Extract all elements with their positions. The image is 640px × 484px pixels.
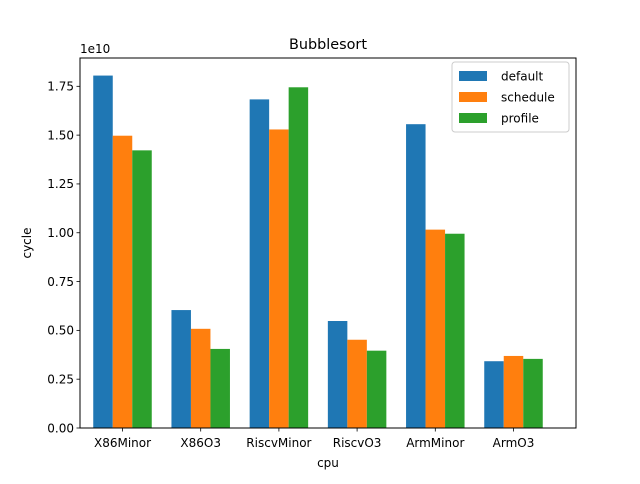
y-tick-label: 0.25 (47, 372, 74, 386)
y-tick-label: 1.50 (47, 128, 74, 142)
bar-schedule-X86O3 (190, 328, 211, 428)
legend-label-profile: profile (501, 112, 539, 126)
y-tick-label: 0.50 (47, 324, 74, 338)
bar-default-RiscvO3 (327, 321, 348, 428)
bar-schedule-RiscvMinor (269, 129, 289, 428)
legend: default schedule profile (451, 61, 570, 133)
bar-schedule-ArmMinor (425, 229, 446, 428)
plot-frame (79, 57, 577, 429)
y-axis-offset-text: 1e10 (80, 42, 110, 56)
legend-swatch-default (459, 71, 487, 81)
x-tick-label: RiscvMinor (246, 436, 311, 450)
chart-title: Bubblesort (289, 37, 367, 53)
bar-schedule-X86Minor (112, 135, 133, 428)
x-tick-label: RiscvO3 (333, 436, 382, 450)
bar-profile-RiscvMinor (288, 87, 309, 428)
bar-default-X86Minor (93, 75, 113, 428)
bar-profile-X86Minor (132, 150, 152, 428)
bar-profile-ArmO3 (523, 358, 543, 428)
legend-label-schedule: schedule (501, 91, 555, 105)
y-tick-label: 1.00 (47, 226, 74, 240)
legend-label-default: default (501, 70, 544, 84)
x-tick-label: ArmO3 (493, 436, 535, 450)
x-ticks-group: X86Minor X86O3 RiscvMinor RiscvO3 ArmMinor Ar… (94, 428, 534, 450)
bar-default-RiscvMinor (249, 99, 270, 428)
bar-profile-X86O3 (210, 348, 230, 428)
bar-schedule-RiscvO3 (347, 339, 367, 428)
x-tick-label: ArmMinor (406, 436, 464, 450)
x-axis-label: cpu (317, 456, 339, 470)
y-tick-label: 0.75 (47, 275, 74, 289)
y-tick-label: 0.00 (47, 421, 74, 435)
legend-swatch-schedule (459, 92, 487, 102)
bar-schedule-ArmO3 (503, 355, 524, 428)
y-tick-label: 1.75 (47, 80, 74, 94)
bar-default-X86O3 (171, 310, 191, 428)
x-tick-label: X86O3 (180, 436, 221, 450)
bars-group (93, 75, 543, 428)
bar-default-ArmMinor (406, 124, 426, 428)
y-ticks-group: 0.00 0.25 0.50 0.75 1.00 1.25 1.50 1.75 (47, 80, 80, 435)
y-axis-label: cycle (20, 227, 34, 258)
bar-profile-ArmMinor (445, 233, 465, 428)
bar-default-ArmO3 (484, 361, 504, 428)
bar-profile-RiscvO3 (366, 350, 387, 428)
y-tick-label: 1.25 (47, 177, 74, 191)
x-tick-label: X86Minor (94, 436, 151, 450)
legend-swatch-profile (459, 113, 487, 123)
